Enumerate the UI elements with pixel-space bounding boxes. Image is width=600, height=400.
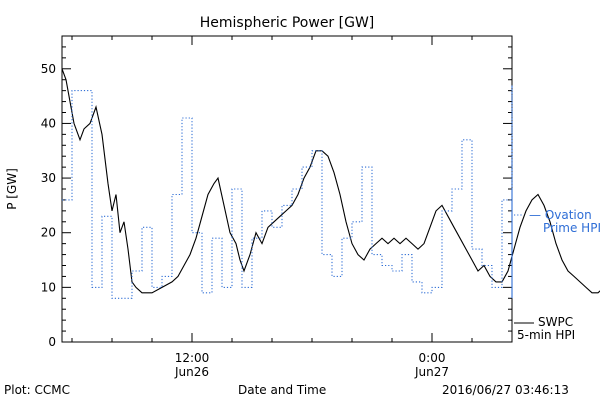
x-axis-ticks: 12:00Jun240:00Jun2512:00Jun250:00Jun2612… [71, 36, 513, 379]
chart-title: Hemispheric Power [GW] [200, 15, 375, 31]
y-tick-label: 0 [48, 335, 56, 349]
y-tick-label: 30 [41, 171, 56, 185]
plot-credit: Plot: CCMC [4, 383, 70, 397]
plot-frame [61, 35, 513, 343]
legend-swpc-line2: 5-min HPI [517, 328, 575, 342]
y-tick-label: 20 [41, 226, 56, 240]
x-tick-label-date: Jun26 [174, 365, 209, 379]
plot-area-border [61, 35, 513, 343]
x-axis-label: Date and Time [238, 383, 327, 397]
y-tick-label: 10 [41, 280, 56, 294]
x-tick-label-time: 12:00 [175, 351, 210, 365]
legend-swpc-line1: SWPC [538, 315, 573, 329]
x-tick-label-date: Jun27 [414, 365, 449, 379]
y-tick-label: 40 [41, 116, 56, 130]
y-tick-label: 50 [41, 62, 56, 76]
plot-timestamp: 2016/06/27 03:46:13 [442, 383, 569, 397]
y-axis-ticks: 0 10 20 30 40 50 [41, 46, 512, 349]
series-line-ovation [62, 85, 513, 299]
series-layer [61, 68, 600, 299]
legend-ovation-line2: Prime HPI [543, 221, 600, 235]
legend-ovation-line1: — Ovation [529, 208, 592, 222]
y-axis-label: P [GW] [5, 168, 19, 210]
x-tick-label-time: 0:00 [419, 351, 446, 365]
series-line-swpc [61, 68, 600, 294]
